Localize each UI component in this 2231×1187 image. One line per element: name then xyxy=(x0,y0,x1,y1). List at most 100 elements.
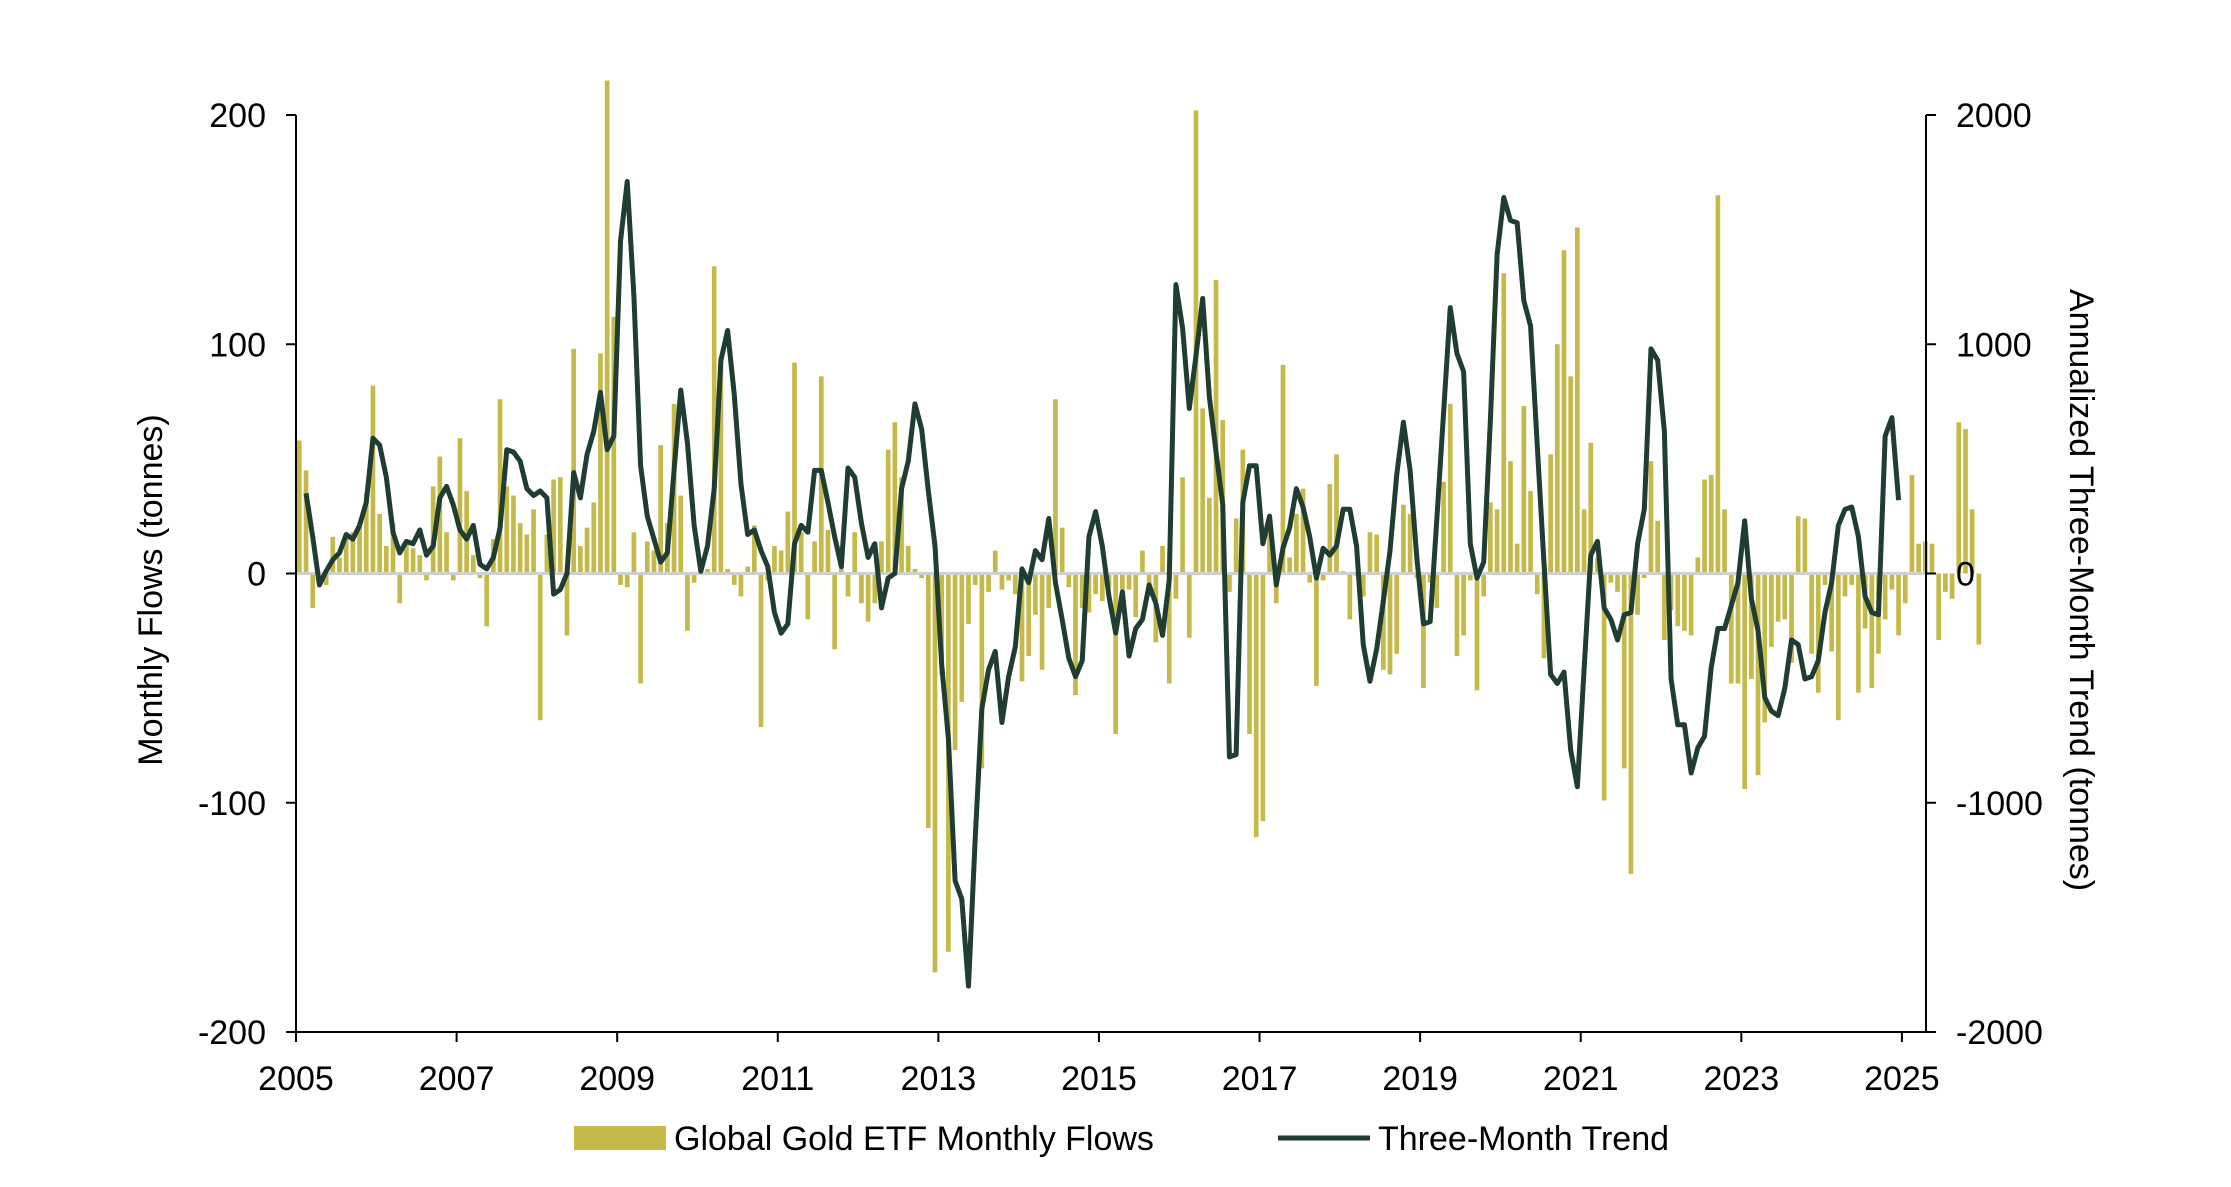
flow-bar xyxy=(1200,408,1206,574)
flow-bar xyxy=(1380,573,1386,670)
flow-bar xyxy=(578,545,583,574)
flow-bar xyxy=(1059,527,1065,574)
flow-bar xyxy=(303,470,309,574)
flow-bar xyxy=(1775,573,1781,622)
flow-bar xyxy=(551,479,556,574)
flow-bar xyxy=(1012,573,1018,595)
flow-bar xyxy=(1093,573,1098,595)
flow-bar xyxy=(718,358,724,574)
flow-bar xyxy=(1307,573,1313,583)
flow-bar xyxy=(1213,280,1219,574)
flow-bar xyxy=(330,536,336,574)
flow-bar xyxy=(919,573,924,579)
flow-bar xyxy=(631,532,637,574)
flow-bar xyxy=(1026,573,1032,657)
flow-bar xyxy=(1615,573,1620,592)
flow-bar xyxy=(1735,573,1741,684)
flow-bar xyxy=(1508,461,1513,574)
flow-bar xyxy=(1233,518,1239,574)
flow-bar xyxy=(1702,479,1707,574)
flow-bar xyxy=(464,490,469,574)
flow-bar xyxy=(1300,488,1306,574)
flow-bar xyxy=(1528,490,1533,574)
flow-bar xyxy=(1294,513,1299,574)
flow-bar xyxy=(1789,573,1794,663)
flow-bar xyxy=(1039,573,1045,670)
flow-bar xyxy=(1815,573,1821,693)
flow-bar xyxy=(1936,573,1942,640)
flow-bar xyxy=(932,573,938,973)
flow-bar xyxy=(1949,573,1955,599)
flow-bar xyxy=(1722,509,1727,574)
x-tick-label: 2005 xyxy=(258,1060,334,1098)
flow-bar xyxy=(484,573,490,627)
flow-bar xyxy=(912,568,918,574)
flow-bar xyxy=(1902,573,1908,604)
flow-bar xyxy=(363,493,369,574)
flow-bar xyxy=(1019,573,1025,682)
flow-bar xyxy=(1394,573,1400,654)
flow-bar xyxy=(1521,406,1527,574)
flow-bar xyxy=(1186,573,1192,638)
flow-bar xyxy=(1568,376,1574,574)
flow-bar xyxy=(1742,573,1747,789)
flow-bar xyxy=(865,573,871,622)
flow-bar xyxy=(952,573,958,751)
flow-bar xyxy=(1314,573,1319,686)
flow-bar xyxy=(1374,534,1379,574)
flow-bar xyxy=(584,527,590,574)
flow-bar xyxy=(1755,573,1761,776)
flow-bar xyxy=(638,573,643,684)
flow-bar xyxy=(618,573,623,585)
flow-bar xyxy=(1635,573,1640,615)
flow-bar xyxy=(1140,550,1145,574)
flow-bar xyxy=(1856,573,1861,693)
flow-bar xyxy=(504,486,510,574)
flow-bar xyxy=(604,80,610,574)
flow-bar xyxy=(1561,250,1567,574)
flow-bar xyxy=(1682,573,1687,631)
flow-bar xyxy=(544,534,550,574)
flow-bar xyxy=(1481,573,1487,597)
flow-bar xyxy=(1046,573,1052,608)
flow-bar xyxy=(1889,573,1895,590)
flow-bar xyxy=(738,573,744,597)
flow-bar xyxy=(1227,573,1232,592)
flow-bar xyxy=(1427,573,1433,583)
flow-bar xyxy=(752,525,757,574)
flow-bar xyxy=(1976,573,1982,645)
flow-bar xyxy=(444,532,449,574)
flow-bar xyxy=(1367,532,1373,574)
flow-bar xyxy=(524,534,530,574)
right-tick-label: 1000 xyxy=(1956,326,2032,364)
flow-bar xyxy=(745,566,750,574)
flow-bar xyxy=(1554,344,1560,574)
flow-bar xyxy=(1662,573,1667,640)
flow-bar xyxy=(1320,573,1326,581)
flow-bar xyxy=(571,348,577,574)
flow-bar xyxy=(1715,195,1721,574)
x-tick-label: 2015 xyxy=(1061,1060,1137,1098)
flow-bar xyxy=(899,477,904,574)
x-tick-label: 2009 xyxy=(579,1060,655,1098)
flow-bar xyxy=(1956,422,1962,574)
flow-bar xyxy=(1407,513,1413,574)
flow-bar xyxy=(1133,573,1139,618)
flow-bar xyxy=(1441,481,1446,574)
three-month-trend-line xyxy=(303,178,1902,989)
flow-bar xyxy=(1461,573,1466,636)
flow-bar xyxy=(337,557,342,574)
flow-bar xyxy=(1033,573,1038,615)
left-tick-label: 200 xyxy=(209,97,266,135)
x-tick-label: 2025 xyxy=(1864,1060,1940,1098)
flow-bar xyxy=(1066,573,1072,588)
flow-bar xyxy=(1708,474,1714,574)
flow-bar xyxy=(872,573,878,604)
flow-bar xyxy=(678,495,684,574)
flow-bar xyxy=(1628,573,1634,874)
left-tick-label: -100 xyxy=(198,785,266,823)
flow-bar xyxy=(798,532,804,574)
flow-bar xyxy=(410,548,416,574)
right-tick-label: -1000 xyxy=(1956,785,2043,823)
flow-bar xyxy=(1287,557,1292,574)
